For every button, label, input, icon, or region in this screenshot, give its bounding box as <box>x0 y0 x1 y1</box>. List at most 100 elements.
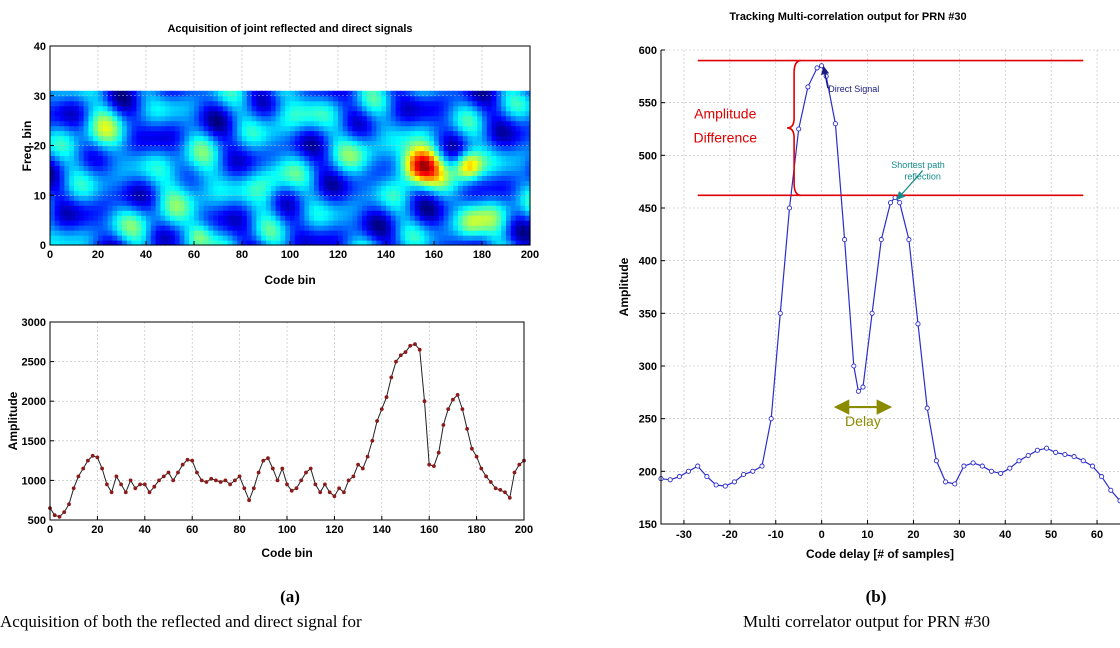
heatmap-cell <box>381 120 387 127</box>
heatmap-cell <box>323 160 329 166</box>
heatmap-cell <box>342 165 349 171</box>
heatmap-cell <box>218 185 224 191</box>
heatmap-cell <box>174 215 181 221</box>
heatmap-cell <box>357 95 363 102</box>
heatmap-cell <box>400 215 406 221</box>
amplitude-data-point <box>62 510 67 514</box>
heatmap-cell <box>424 230 430 236</box>
heatmap-cell <box>54 130 61 137</box>
heatmap-cell <box>270 195 277 201</box>
tracking-data-point <box>851 363 857 369</box>
heatmap-cell <box>174 155 181 162</box>
heatmap-cell <box>467 135 473 142</box>
heatmap-cell <box>251 155 257 162</box>
heatmap-cell <box>458 135 464 142</box>
heatmap-cell <box>78 205 85 211</box>
heatmap-cell <box>227 205 233 211</box>
heatmap-cell <box>174 185 181 191</box>
heatmap-cell <box>189 115 195 122</box>
heatmap-cell <box>102 210 109 216</box>
heatmap-cell <box>510 125 517 132</box>
heatmap-cell <box>506 175 512 181</box>
heatmap-cell <box>242 175 248 181</box>
heatmap-cell <box>74 125 80 132</box>
heatmap-cell <box>309 110 315 117</box>
heatmap-cell <box>270 180 277 186</box>
heatmap-xtick-label: 100 <box>281 249 299 261</box>
heatmap-cell <box>261 125 267 132</box>
heatmap-cell <box>448 110 454 117</box>
heatmap-cell <box>150 95 157 102</box>
heatmap-cell <box>467 190 473 196</box>
heatmap-cell <box>472 95 478 102</box>
heatmap-cell <box>237 160 243 166</box>
heatmap-cell <box>515 240 521 246</box>
heatmap-cell <box>78 190 85 196</box>
heatmap-cell <box>395 230 401 236</box>
heatmap-cell <box>376 200 382 206</box>
heatmap-cell <box>520 180 526 186</box>
heatmap-cell <box>155 200 161 206</box>
heatmap-cell <box>189 240 195 246</box>
heatmap-cell <box>165 105 171 112</box>
heatmap-cell <box>486 210 493 216</box>
heatmap-cell <box>496 225 502 231</box>
heatmap-cell <box>74 145 80 152</box>
tracking-plot-area <box>661 50 1120 524</box>
heatmap-cell <box>59 165 65 171</box>
heatmap-cell <box>275 90 281 97</box>
heatmap-cell <box>155 130 161 137</box>
heatmap-cell <box>434 195 440 201</box>
heatmap-cell <box>227 230 233 236</box>
heatmap-cell <box>390 165 397 171</box>
heatmap-cell <box>520 90 526 97</box>
heatmap-cell <box>64 110 70 117</box>
heatmap-cell <box>174 170 181 176</box>
heatmap-cell <box>477 115 483 122</box>
heatmap-cell <box>314 185 320 191</box>
amplitude-data-point <box>417 347 422 352</box>
heatmap-xtick-label: 0 <box>47 249 53 261</box>
heatmap-cell <box>414 95 421 102</box>
heatmap-cell <box>338 220 344 226</box>
heatmap-cell <box>227 100 233 107</box>
heatmap-cell <box>434 125 440 132</box>
heatmap-cell <box>376 160 382 166</box>
heatmap-cell <box>342 110 349 117</box>
heatmap-cell <box>141 115 147 122</box>
heatmap-cell <box>376 205 382 211</box>
heatmap-cell <box>414 135 421 142</box>
heatmap-cell <box>299 200 305 206</box>
heatmap-cell <box>467 195 473 201</box>
heatmap-cell <box>395 195 401 201</box>
heatmap-cell <box>462 160 469 166</box>
heatmap-cell <box>333 130 339 137</box>
heatmap-cell <box>419 115 425 122</box>
heatmap-cell <box>515 165 521 171</box>
heatmap-cell <box>170 100 176 107</box>
heatmap-cell <box>146 235 152 241</box>
heatmap-cell <box>160 110 166 117</box>
heatmap-cell <box>496 165 502 171</box>
heatmap-cell <box>357 115 363 122</box>
heatmap-cell <box>227 115 233 122</box>
heatmap-cell <box>122 100 128 107</box>
heatmap-cell <box>390 90 397 97</box>
heatmap-cell <box>275 135 281 142</box>
heatmap-cell <box>381 125 387 132</box>
heatmap-cell <box>525 170 531 176</box>
heatmap-cell <box>318 115 325 122</box>
heatmap-ylabel: Freq. bin <box>20 121 34 172</box>
heatmap-cell <box>246 140 253 147</box>
heatmap-cell <box>102 185 109 191</box>
heatmap-cell <box>299 220 305 226</box>
heatmap-cell <box>213 100 219 107</box>
heatmap-cell <box>342 210 349 216</box>
heatmap-cell <box>69 215 75 221</box>
heatmap-cell <box>299 210 305 216</box>
amplitude-chart: 0 20 40 60 80 100 120 140 160 180 2005001000150020… <box>6 317 533 560</box>
heatmap-cell <box>112 140 118 147</box>
heatmap-cell <box>381 220 387 226</box>
heatmap-cell <box>155 205 161 211</box>
heatmap-cell <box>314 200 320 206</box>
